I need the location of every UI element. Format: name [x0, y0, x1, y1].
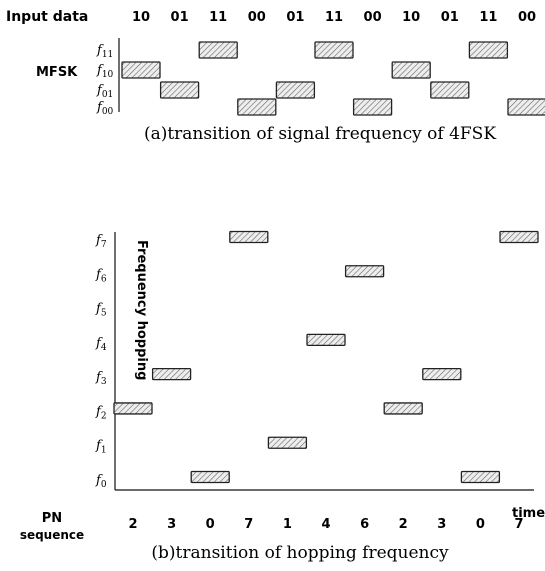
- pn-sequence-value: 2: [399, 517, 408, 532]
- hopping-box-f1: [267, 436, 308, 449]
- hopping-freq-label: f2: [95, 404, 107, 421]
- mfsk-box-00: [507, 98, 545, 116]
- input-data-value: 00: [518, 10, 536, 25]
- input-data-value: 10: [132, 10, 150, 25]
- mfsk-box-00: [237, 98, 277, 116]
- mfsk-box-10: [391, 61, 431, 79]
- hopping-freq-label: f0: [95, 473, 107, 490]
- mfsk-box-01: [159, 81, 200, 99]
- hopping-freq-label: f4: [95, 336, 107, 353]
- hopping-frequency-labels: f7 f6 f5 f4 f3 f2 f1 f0: [95, 233, 107, 490]
- hopping-box-f7: [229, 230, 269, 244]
- pn-label: PN: [42, 511, 62, 526]
- mfsk-box-11: [468, 41, 509, 59]
- input-data-value: 11: [325, 10, 343, 25]
- input-data-value: 01: [441, 10, 459, 25]
- input-data-value: 01: [171, 10, 189, 25]
- pn-sequence-value: 3: [437, 517, 446, 532]
- hopping-box-f6: [344, 265, 385, 278]
- mfsk-box-01: [430, 81, 470, 99]
- pn-sequence-value: 6: [360, 517, 369, 532]
- hopping-box-f0: [190, 470, 230, 484]
- hopping-box-f2: [383, 402, 423, 415]
- mfsk-freq-label: f10: [96, 63, 114, 80]
- mfsk-freq-label: f11: [96, 43, 113, 60]
- mfsk-box-00: [352, 98, 393, 116]
- hopping-box-f3: [422, 367, 462, 381]
- caption-b: (b)transition of hopping frequency: [151, 543, 449, 563]
- hopping-freq-label: f6: [95, 267, 107, 284]
- input-data-label: Input data: [6, 9, 88, 25]
- hopping-box-f4: [306, 333, 346, 347]
- mfsk-box-01: [275, 81, 316, 99]
- pn-sequence-label: sequence: [20, 528, 84, 542]
- hopping-boxes: [113, 230, 539, 484]
- mfsk-signal-boxes: [121, 41, 545, 116]
- pn-sequence-value: 2: [128, 517, 137, 532]
- input-data-value: 11: [479, 10, 497, 25]
- input-data-value: 10: [402, 10, 420, 25]
- pn-sequence-value: 0: [206, 517, 215, 532]
- pn-sequence-value: 4: [321, 517, 330, 532]
- mfsk-freq-label: f01: [96, 83, 113, 100]
- hopping-box-f2: [113, 402, 153, 415]
- hopping-freq-label: f3: [95, 370, 107, 387]
- hopping-freq-label: f7: [95, 233, 107, 250]
- mfsk-box-10: [121, 61, 161, 79]
- hopping-box-f3: [151, 367, 192, 381]
- mfsk-box-11: [314, 41, 354, 59]
- pn-sequence-value: 3: [167, 517, 176, 532]
- mfsk-label: MFSK: [36, 65, 78, 80]
- hopping-freq-label: f1: [95, 439, 107, 456]
- input-data-value: 00: [364, 10, 382, 25]
- pn-sequence-value: 1: [283, 517, 292, 532]
- frequency-hopping-axis-label: Frequency hopping: [134, 240, 149, 380]
- input-data-value: 11: [209, 10, 227, 25]
- caption-a: (a)transition of signal frequency of 4FS…: [144, 124, 496, 144]
- mfsk-freq-label: f00: [96, 100, 114, 117]
- hopping-freq-label: f5: [95, 302, 107, 319]
- mfsk-box-11: [198, 41, 238, 59]
- input-data-value: 00: [248, 10, 266, 25]
- hopping-box-f7: [499, 230, 539, 244]
- time-label: time: [512, 506, 545, 521]
- pn-sequence-value: 7: [514, 517, 523, 532]
- input-data-value: 01: [286, 10, 304, 25]
- pn-sequence-value: 7: [244, 517, 253, 532]
- hopping-box-f0: [460, 470, 501, 484]
- pn-sequence-value: 0: [476, 517, 485, 532]
- input-data-row: 10 01 11 00 01 11 00 10 01 11 00: [132, 10, 536, 25]
